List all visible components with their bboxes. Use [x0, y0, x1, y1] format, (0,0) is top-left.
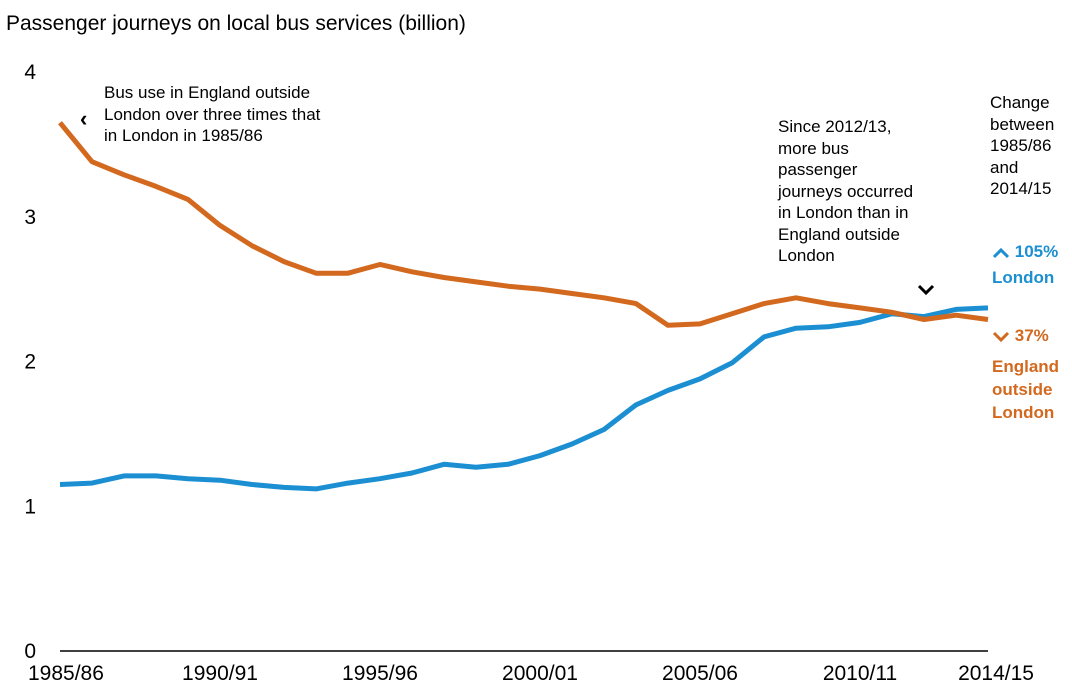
- london-change: 105%: [992, 240, 1058, 263]
- series-group: [58, 121, 989, 492]
- x-tick-label: 2010/11: [823, 662, 897, 685]
- london-change-value: 105%: [1014, 242, 1059, 261]
- england-label-line: England: [992, 357, 1060, 376]
- left-note-line: Bus use in England outside: [104, 83, 311, 102]
- series-line-england-outside-london: [58, 121, 989, 328]
- left-note-line: London over three times that: [104, 104, 321, 124]
- england-label: England outside London: [992, 355, 1059, 424]
- chevron-down-icon: [917, 284, 935, 296]
- london-label: London: [992, 268, 1055, 287]
- chart-title: Passenger journeys on local bus services…: [6, 12, 466, 35]
- chevron-up-icon: [992, 247, 1010, 258]
- change-note: Change between 1985/86 and 2014/15: [990, 92, 1054, 200]
- middle-note-line: England outside: [778, 224, 900, 244]
- y-tick-label: 3: [24, 206, 36, 229]
- y-tick-label: 2: [24, 351, 36, 374]
- england-label-line: outside: [992, 380, 1053, 399]
- series-line-london: [59, 305, 989, 492]
- x-tick-label: 2000/01: [502, 662, 578, 685]
- chevron-down-icon: [992, 331, 1010, 342]
- change-note-line: and: [990, 157, 1019, 177]
- x-tick-label: 2014/15: [958, 662, 1034, 685]
- england-change-value: 37%: [1014, 326, 1049, 345]
- left-note: Bus use in England outside London over t…: [104, 82, 320, 147]
- middle-note-line: journeys occurred: [778, 181, 914, 201]
- change-note-line: Change: [990, 93, 1050, 112]
- x-tick-label: 1995/96: [342, 662, 418, 685]
- x-tick-label: 1985/86: [28, 662, 104, 685]
- england-label-line: London: [992, 403, 1055, 422]
- england-change: 37%: [992, 324, 1049, 347]
- change-note-line: 1985/86: [990, 136, 1052, 155]
- y-axis: 0 1 2 3 4: [24, 61, 36, 663]
- middle-note-line: more bus: [778, 138, 849, 158]
- change-note-line: between: [990, 114, 1055, 134]
- middle-note-line: Since 2012/13,: [778, 117, 892, 136]
- change-note-line: 2014/15: [990, 179, 1052, 198]
- x-tick-label: 2005/06: [662, 662, 738, 685]
- y-tick-label: 0: [24, 640, 36, 663]
- middle-note: Since 2012/13, more bus passenger journe…: [778, 116, 913, 267]
- y-tick-label: 1: [24, 495, 36, 518]
- middle-note-line: London: [778, 246, 835, 265]
- middle-note-line: in London than in: [778, 203, 909, 222]
- x-axis: 1985/86 1990/91 1995/96 2000/01 2005/06 2010/…: [28, 650, 1034, 685]
- y-tick-label: 4: [24, 61, 36, 84]
- x-tick-label: 1990/91: [182, 662, 258, 685]
- middle-note-line: passenger: [778, 160, 858, 179]
- left-chevron-icon: ‹: [80, 106, 88, 131]
- left-note-line: in London in 1985/86: [104, 126, 263, 145]
